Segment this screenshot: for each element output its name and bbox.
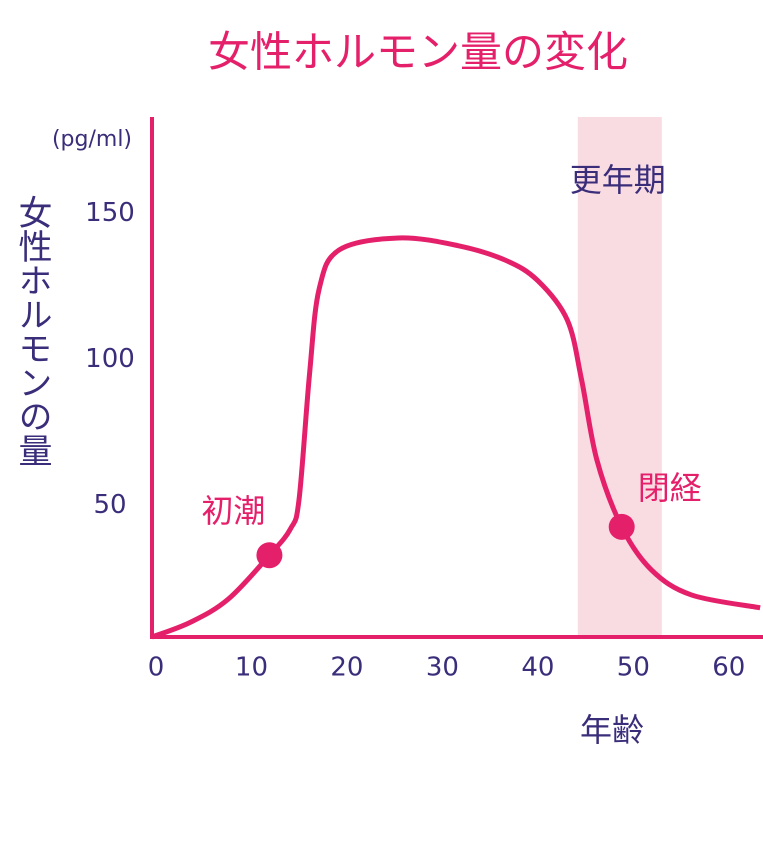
marker xyxy=(256,542,283,569)
marker-label: 閉経 xyxy=(638,469,702,507)
band-label: 更年期 xyxy=(570,161,666,199)
x-tick-label: 40 xyxy=(521,653,554,683)
y-tick-label: 50 xyxy=(93,490,126,520)
y-tick-label: 100 xyxy=(85,344,135,374)
y-axis-label: 女性ホルモンの量 xyxy=(12,195,52,467)
y-unit: (pg/ml) xyxy=(52,127,132,152)
x-tick-label: 10 xyxy=(235,653,268,683)
x-tick-label: 50 xyxy=(617,653,650,683)
marker xyxy=(608,513,635,540)
x-tick-label: 30 xyxy=(426,653,459,683)
line xyxy=(151,235,761,640)
chart-title: 女性ホルモン量の変化 xyxy=(208,28,628,77)
band xyxy=(577,117,662,637)
x-tick-label: 0 xyxy=(148,653,165,683)
x-tick-label: 60 xyxy=(712,653,745,683)
x-tick-label: 20 xyxy=(330,653,363,683)
y-tick-label: 150 xyxy=(85,198,135,228)
x-axis-label: 年齢 xyxy=(580,711,644,749)
marker-label: 初潮 xyxy=(201,492,265,530)
